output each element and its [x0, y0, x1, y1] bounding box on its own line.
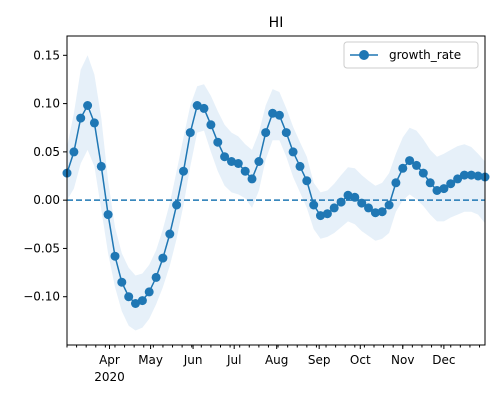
data-point-50	[405, 156, 415, 166]
legend-marker	[359, 50, 369, 60]
y-tick-label: −0.10	[23, 290, 60, 304]
y-tick-label: 0.10	[33, 97, 60, 111]
data-point-58	[459, 170, 469, 180]
data-point-14	[158, 253, 168, 263]
data-point-35	[302, 176, 312, 186]
data-point-18	[185, 128, 195, 138]
data-point-55	[439, 184, 449, 194]
x-tick-label: Apr	[99, 353, 120, 367]
y-tick-label: 0.15	[33, 48, 60, 62]
data-point-49	[398, 163, 408, 173]
data-point-38	[322, 209, 332, 219]
data-point-44	[364, 203, 373, 213]
data-point-8	[117, 277, 127, 287]
data-point-47	[384, 200, 394, 210]
data-point-10	[131, 299, 140, 308]
data-point-36	[309, 200, 319, 210]
x-tick-label: Oct	[350, 353, 371, 367]
data-point-29	[261, 128, 271, 138]
data-point-57	[453, 174, 463, 184]
data-point-16	[172, 200, 182, 210]
legend-box	[343, 41, 479, 69]
data-point-17	[179, 166, 188, 176]
data-point-9	[124, 292, 134, 302]
data-point-30	[268, 108, 278, 118]
x-tick-label: Nov	[391, 353, 414, 367]
data-point-22	[213, 137, 223, 147]
data-point-42	[350, 192, 360, 202]
y-tick-label: −0.05	[23, 241, 60, 255]
data-point-25	[233, 159, 243, 168]
confidence-band	[67, 55, 485, 331]
x-axis: Apr 2020 May Jun Jul Aug Sep Oct Nov Dec	[66, 345, 481, 384]
data-point-41	[343, 190, 353, 200]
data-point-59	[466, 170, 476, 180]
data-point-54	[432, 186, 442, 195]
y-tick-label: 0.00	[33, 193, 60, 207]
data-point-46	[377, 207, 387, 217]
data-point-19	[192, 101, 202, 110]
x-tick-label: Dec	[432, 353, 455, 367]
data-point-11	[137, 296, 147, 306]
data-point-53	[425, 178, 435, 188]
data-point-23	[220, 152, 230, 162]
data-point-39	[329, 203, 339, 213]
legend-label: growth_rate	[389, 48, 461, 62]
data-point-31	[274, 110, 284, 120]
data-point-2	[76, 113, 86, 123]
data-point-28	[254, 157, 264, 166]
data-point-43	[357, 198, 367, 208]
x-tick-label: Sep	[308, 353, 331, 367]
data-point-32	[281, 128, 291, 138]
data-point-34	[295, 161, 305, 171]
plot-area	[62, 35, 490, 346]
data-point-37	[316, 211, 325, 221]
data-point-60	[473, 171, 483, 181]
growth-rate-markers	[62, 101, 490, 308]
x-tick-sublabel: 2020	[94, 370, 125, 384]
data-point-4	[89, 118, 99, 128]
data-point-15	[165, 229, 175, 239]
data-point-56	[446, 179, 456, 189]
data-point-13	[151, 272, 161, 282]
data-point-27	[247, 174, 257, 184]
data-point-12	[144, 287, 154, 297]
chart-title: HI	[269, 15, 284, 31]
y-axis: −0.10 −0.05 0.00 0.05 0.10 0.15	[23, 48, 67, 304]
x-tick-label: Jun	[183, 353, 203, 367]
x-tick-label: Jul	[226, 353, 241, 367]
y-tick-label: 0.05	[33, 145, 60, 159]
data-point-7	[110, 251, 120, 261]
data-point-26	[240, 166, 250, 176]
axes-frame	[66, 35, 486, 346]
data-point-51	[412, 160, 421, 170]
legend: growth_rate	[343, 41, 479, 69]
data-point-40	[336, 197, 346, 207]
x-tick-label: Aug	[265, 353, 288, 367]
data-point-3	[83, 101, 93, 110]
data-point-24	[227, 157, 236, 166]
data-point-6	[103, 210, 113, 220]
x-tick-label: May	[138, 353, 163, 367]
data-point-5	[96, 161, 106, 171]
data-point-48	[391, 178, 401, 188]
data-point-52	[418, 168, 428, 178]
data-point-21	[206, 120, 216, 130]
data-point-45	[370, 208, 380, 218]
data-point-20	[199, 103, 209, 113]
data-point-1	[69, 147, 79, 157]
data-point-33	[288, 147, 298, 157]
